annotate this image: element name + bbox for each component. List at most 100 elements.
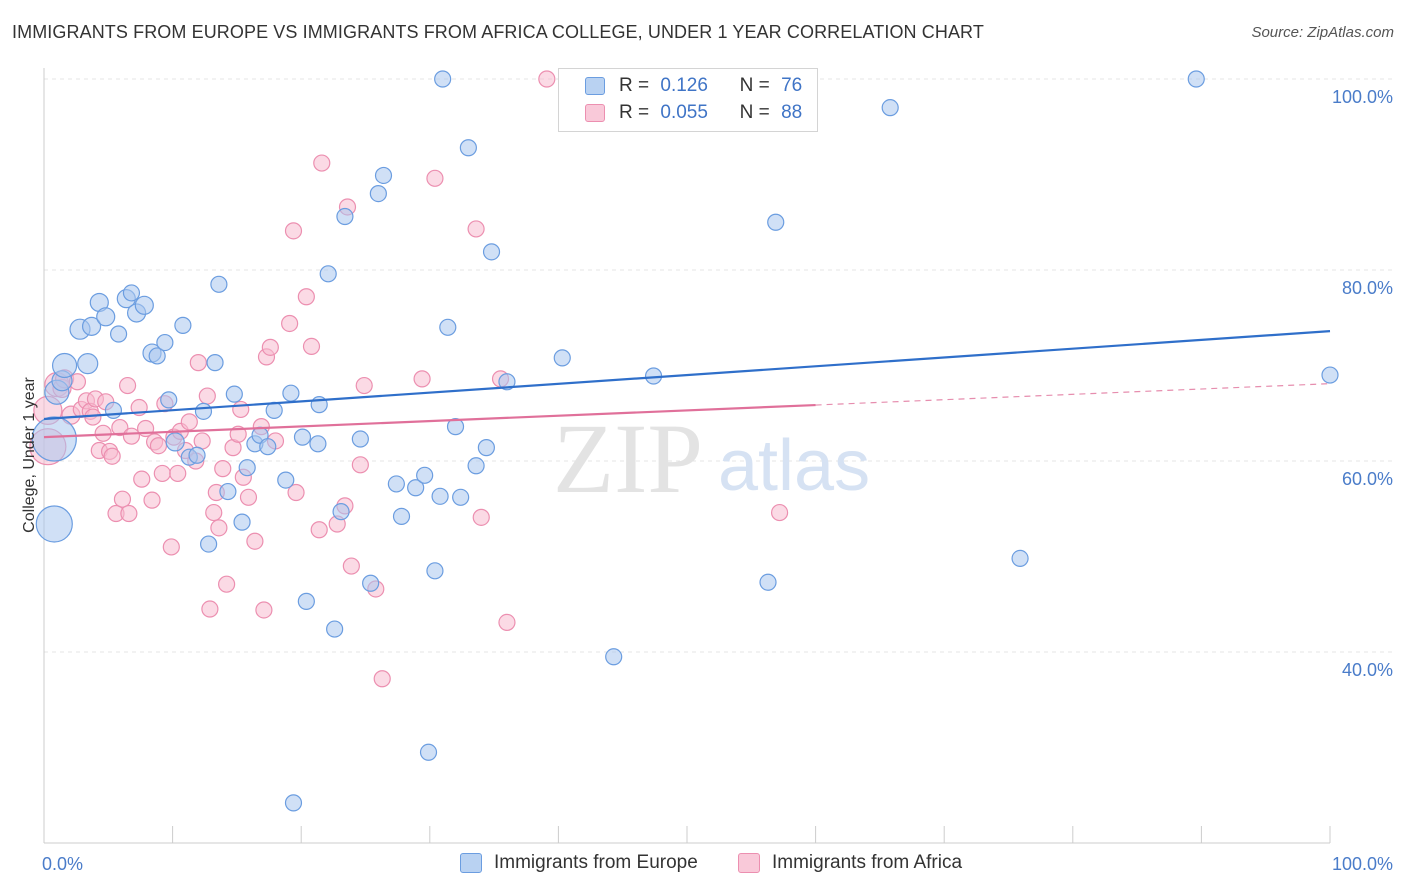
africa-point xyxy=(351,456,369,474)
europe-r-value: 0.126 xyxy=(660,75,708,96)
chart-title: IMMIGRANTS FROM EUROPE VS IMMIGRANTS FRO… xyxy=(12,22,984,42)
africa-point xyxy=(143,491,161,509)
europe-point xyxy=(326,620,344,638)
africa-point xyxy=(103,447,121,465)
europe-point xyxy=(459,139,477,157)
europe-point xyxy=(431,487,449,505)
x-tick-label-max: 100.0% xyxy=(1332,854,1393,874)
africa-point xyxy=(162,538,180,556)
europe-point xyxy=(210,275,228,293)
y-tick-label: 100.0% xyxy=(1332,87,1393,107)
africa-point xyxy=(281,314,299,333)
europe-point xyxy=(219,482,237,501)
europe-point xyxy=(31,416,77,462)
europe-n-label: N = xyxy=(739,75,770,96)
trend-line-extension-africa xyxy=(815,383,1331,406)
africa-point xyxy=(342,557,360,575)
africa-point xyxy=(467,220,485,238)
europe-point xyxy=(148,347,166,365)
africa-point xyxy=(472,508,490,526)
africa-point xyxy=(232,400,250,419)
europe-point xyxy=(188,446,206,464)
bottom-africa-swatch xyxy=(738,853,760,873)
africa-point xyxy=(210,519,228,537)
africa-point xyxy=(118,376,137,395)
y-tick-label: 60.0% xyxy=(1342,469,1393,489)
africa-point xyxy=(113,490,132,508)
y-axis-label: College, Under 1 year xyxy=(21,377,38,533)
africa-point xyxy=(426,169,444,187)
europe-point xyxy=(332,503,350,521)
europe-point xyxy=(336,207,354,226)
africa-point xyxy=(373,670,391,688)
africa-point xyxy=(498,613,516,631)
africa-point xyxy=(153,464,171,483)
y-tick-label: 40.0% xyxy=(1342,660,1393,680)
bottom-africa-label: Immigrants from Africa xyxy=(772,852,963,873)
europe-point xyxy=(498,373,516,391)
africa-swatch xyxy=(585,104,605,122)
europe-point xyxy=(81,316,102,336)
europe-n-value: 76 xyxy=(781,75,803,96)
y-tick-label: 80.0% xyxy=(1342,278,1393,298)
africa-point xyxy=(287,483,305,502)
europe-point xyxy=(1321,366,1339,384)
europe-point xyxy=(156,333,174,352)
europe-point xyxy=(374,166,393,185)
africa-point xyxy=(189,354,207,372)
europe-point xyxy=(293,428,312,446)
europe-point xyxy=(387,475,405,493)
africa-point xyxy=(120,504,138,523)
watermark-atlas: atlas xyxy=(718,426,870,506)
bottom-europe-swatch xyxy=(460,853,482,873)
europe-point xyxy=(134,295,154,315)
europe-point xyxy=(238,459,256,477)
africa-point xyxy=(261,338,279,356)
europe-point xyxy=(605,648,623,666)
africa-point xyxy=(193,432,211,450)
europe-point xyxy=(194,402,213,420)
europe-point xyxy=(362,574,380,592)
europe-point xyxy=(233,513,251,531)
europe-point xyxy=(174,316,192,334)
x-tick-labels: 0.0% 100.0% xyxy=(42,854,1393,874)
europe-point xyxy=(416,466,434,484)
europe-point xyxy=(452,488,470,506)
europe-point xyxy=(434,70,452,88)
europe-point xyxy=(351,430,369,448)
africa-point xyxy=(302,337,321,355)
europe-point xyxy=(477,439,495,457)
europe-points xyxy=(31,70,1339,812)
africa-point xyxy=(218,575,236,593)
europe-point xyxy=(467,457,485,475)
europe-point xyxy=(104,401,123,419)
europe-point xyxy=(392,507,411,525)
europe-point xyxy=(200,535,218,553)
africa-points xyxy=(29,70,789,688)
africa-point xyxy=(122,427,141,445)
africa-point xyxy=(313,154,331,172)
europe-point xyxy=(553,349,571,367)
europe-point xyxy=(277,471,295,489)
africa-point xyxy=(284,222,303,240)
gridlines xyxy=(44,78,1392,653)
europe-point xyxy=(160,391,178,409)
europe-point xyxy=(1187,70,1205,88)
europe-point xyxy=(446,418,465,436)
africa-point xyxy=(255,601,273,619)
africa-point xyxy=(133,470,151,488)
africa-point xyxy=(297,288,315,306)
watermark: ZIP atlas xyxy=(553,403,870,514)
stats-legend: R = 0.126 N = 76 R = 0.055 N = 88 xyxy=(558,68,818,132)
africa-n-value: 88 xyxy=(781,102,803,123)
europe-point xyxy=(439,318,457,336)
africa-point xyxy=(198,387,216,405)
africa-n-label: N = xyxy=(739,102,770,123)
europe-point xyxy=(407,479,425,497)
europe-point xyxy=(369,185,387,203)
africa-point xyxy=(413,370,431,388)
europe-point xyxy=(165,432,185,452)
europe-point xyxy=(1011,549,1029,568)
y-tick-labels: 40.0% 60.0% 80.0% 100.0% xyxy=(1332,87,1393,680)
